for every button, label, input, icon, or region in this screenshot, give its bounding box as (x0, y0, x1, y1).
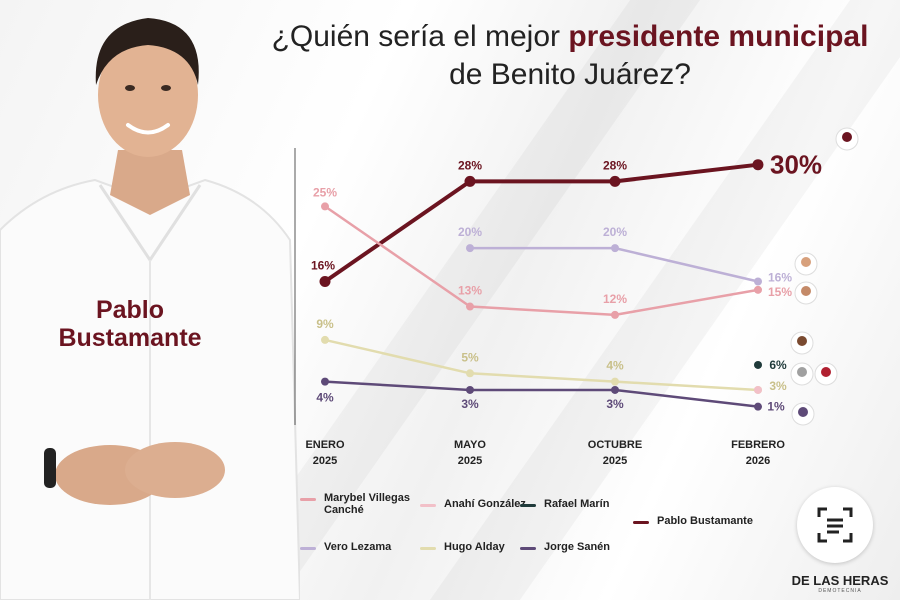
data-label-hugo-alday: 3% (769, 379, 787, 393)
featured-name-line1: Pablo (95, 296, 165, 324)
series-line-vero-lezama (468, 246, 760, 283)
data-point-vero-lezama (754, 277, 762, 286)
data-label-jorge-sanen: 3% (461, 397, 479, 411)
data-label-marybel-villegas-canche: 25% (313, 185, 337, 199)
featured-person-photo (0, 18, 300, 600)
title-line1: ¿Quién sería el mejor (271, 20, 569, 53)
data-label-pablo-bustamante: 28% (603, 158, 627, 172)
legend-item: Pablo Bustamante (633, 515, 753, 527)
brand-subtitle: DEMOTECNIA (818, 588, 862, 594)
legend-item: Vero Lezama (300, 541, 391, 553)
legend-swatch (633, 521, 649, 524)
candidate-avatar-face (801, 257, 811, 267)
data-point-rafael-marin (754, 360, 762, 369)
data-point-jorge-sanen (754, 402, 762, 411)
data-label-jorge-sanen: 1% (767, 400, 785, 414)
chart-title: ¿Quién sería el mejor presidente municip… (260, 18, 880, 94)
legend-swatch (520, 547, 536, 550)
data-label-pablo-bustamante: 28% (458, 158, 482, 172)
legend-label: Marybel Villegas Canché (324, 492, 411, 516)
candidate-avatar-face (821, 367, 831, 377)
data-point-jorge-sanen (321, 377, 329, 386)
data-label-pablo-bustamante: 30% (770, 150, 822, 180)
data-point-marybel-villegas-canche (466, 302, 474, 311)
data-point-jorge-sanen (466, 385, 474, 394)
series-line-pablo-bustamante (323, 162, 760, 284)
legend-item: Rafael Marín (520, 498, 609, 510)
x-tick-label: 2025 (458, 455, 482, 467)
legend-swatch (420, 547, 436, 550)
data-label-jorge-sanen: 3% (606, 397, 624, 411)
data-point-marybel-villegas-canche (754, 285, 762, 294)
data-label-marybel-villegas-canche: 15% (768, 285, 792, 299)
x-tick-label: 2025 (603, 455, 627, 467)
legend-label: Anahí González (444, 498, 526, 510)
legend-label: Rafael Marín (544, 498, 610, 510)
data-label-marybel-villegas-canche: 12% (603, 292, 627, 306)
data-point-marybel-villegas-canche (321, 202, 329, 211)
data-point-hugo-alday (611, 377, 619, 386)
legend-swatch (300, 547, 316, 550)
series-line-marybel-villegas-canche (323, 205, 760, 317)
data-label-vero-lezama: 20% (603, 225, 627, 239)
data-point-anahi-gonzalez (754, 385, 762, 394)
data-point-hugo-alday (321, 335, 329, 344)
x-tick-label: MAYO (454, 439, 486, 451)
data-label-vero-lezama: 20% (458, 225, 482, 239)
data-point-marybel-villegas-canche (611, 310, 619, 319)
data-point-vero-lezama (611, 244, 619, 253)
legend-item: Anahí González (420, 498, 526, 510)
title-highlight: presidente municipal (568, 20, 869, 53)
data-label-rafael-marin: 6% (769, 358, 787, 372)
x-tick-label: 2026 (746, 455, 770, 467)
candidate-avatar-face (842, 132, 852, 142)
legend-label: Vero Lezama (324, 541, 392, 553)
candidate-avatar-face (798, 407, 808, 417)
featured-person-name: Pablo Bustamante (30, 296, 230, 352)
legend-swatch (300, 498, 316, 501)
legend-item: Jorge Sanén (520, 541, 610, 553)
x-tick-label: OCTUBRE (588, 439, 642, 451)
data-point-vero-lezama (466, 244, 474, 253)
candidate-avatar-face (797, 336, 807, 346)
legend-label: Jorge Sanén (544, 541, 611, 553)
data-label-pablo-bustamante: 16% (311, 259, 335, 273)
data-point-pablo-bustamante (319, 276, 331, 287)
data-label-hugo-alday: 9% (316, 317, 334, 331)
data-label-jorge-sanen: 4% (316, 391, 334, 405)
data-point-pablo-bustamante (752, 159, 764, 171)
x-tick-label: ENERO (305, 439, 345, 451)
legend-label: Pablo Bustamante (657, 515, 753, 527)
data-label-vero-lezama: 16% (768, 271, 792, 285)
series-line-jorge-sanen (323, 380, 760, 408)
data-point-pablo-bustamante (609, 175, 621, 187)
candidate-avatar-face (797, 367, 807, 377)
data-point-jorge-sanen (611, 385, 619, 394)
data-label-marybel-villegas-canche: 13% (458, 284, 482, 298)
candidate-avatar-face (801, 286, 811, 296)
brand-logo (797, 487, 873, 563)
title-line2: de Benito Juárez? (449, 58, 691, 91)
legend-swatch (420, 504, 436, 507)
x-tick-label: FEBRERO (731, 439, 785, 451)
data-label-hugo-alday: 4% (606, 359, 624, 373)
scan-icon (817, 507, 853, 543)
data-point-hugo-alday (466, 369, 474, 378)
x-tick-label: 2025 (313, 455, 337, 467)
legend-swatch (520, 504, 536, 507)
legend-item: Marybel Villegas Canché (300, 492, 410, 516)
series-line-hugo-alday (323, 338, 760, 392)
legend-label: Hugo Alday (444, 541, 505, 553)
brand-name: DE LAS HERAS (791, 573, 889, 588)
data-point-pablo-bustamante (464, 175, 476, 187)
legend-item: Hugo Alday (420, 541, 505, 553)
data-label-hugo-alday: 5% (461, 350, 479, 364)
featured-name-line2: Bustamante (58, 324, 202, 352)
